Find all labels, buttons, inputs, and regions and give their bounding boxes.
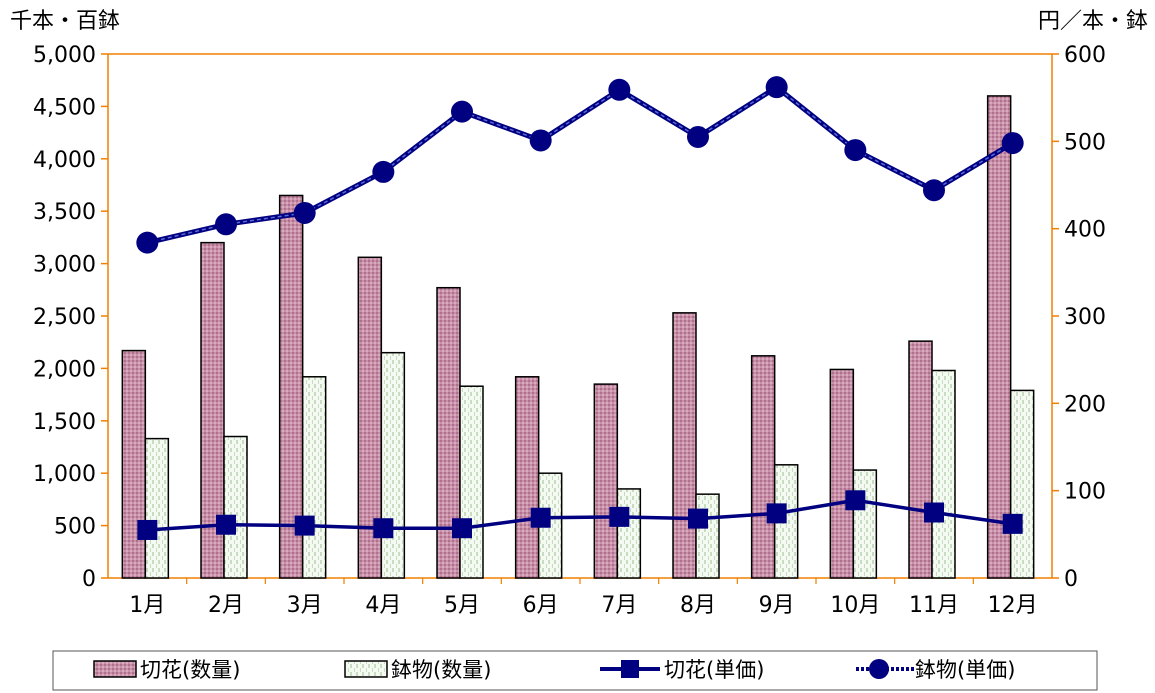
left-tick-label: 1,000 bbox=[33, 462, 96, 487]
legend: 切花(数量) 鉢物(数量) 切花(単価) 鉢物(単価) bbox=[52, 650, 1098, 691]
line-kiri-price-point bbox=[609, 506, 630, 527]
line-kiri-price-point bbox=[216, 514, 236, 535]
legend-swatch-kiri-qty bbox=[93, 660, 137, 678]
bar-hachi-qty bbox=[616, 488, 642, 579]
category-label: 1月 bbox=[129, 593, 165, 618]
line-hachi-price-point bbox=[136, 231, 159, 254]
bar-hachi-qty bbox=[852, 469, 878, 579]
line-kiri-price-point bbox=[530, 507, 551, 528]
line-hachi-price-point bbox=[215, 213, 237, 236]
bar-kiri-qty bbox=[593, 383, 619, 579]
line-kiri-price-line bbox=[147, 498, 1013, 532]
bar-kiri-qty bbox=[750, 355, 776, 579]
legend-marker-hachi-price bbox=[869, 659, 889, 679]
bar-kiri-qty bbox=[908, 340, 933, 579]
bar-kiri-qty bbox=[829, 368, 855, 579]
legend-label-kiri-price: 切花(単価) bbox=[664, 658, 764, 682]
category-axis: 1月 2月 3月 4月 5月 6月 7月 8月 9月 10月 11月 12月 bbox=[129, 578, 1038, 618]
line-kiri-price-point bbox=[766, 503, 787, 524]
line-hachi-price-point bbox=[608, 78, 631, 101]
line-hachi-price-point bbox=[687, 125, 709, 148]
bar-hachi-qty bbox=[301, 376, 327, 579]
left-tick-label: 1,500 bbox=[33, 410, 96, 435]
bar-hachi-qty bbox=[459, 385, 484, 579]
left-tick-label: 3,000 bbox=[33, 253, 96, 278]
line-kiri-price-point bbox=[1002, 513, 1023, 534]
line-hachi-price-point bbox=[451, 100, 473, 123]
plot-area bbox=[107, 53, 1053, 579]
line-hachi-price-line-dash bbox=[147, 86, 1014, 244]
line-hachi-price-point bbox=[1001, 132, 1024, 155]
left-tick-label: 3,500 bbox=[33, 200, 96, 225]
bar-hachi-qty bbox=[1009, 389, 1035, 579]
line-series bbox=[136, 76, 1024, 540]
category-label: 2月 bbox=[208, 593, 244, 618]
right-tick-label: 0 bbox=[1064, 567, 1078, 592]
left-tick-label: 4,000 bbox=[33, 148, 96, 173]
left-tick-label: 2,500 bbox=[33, 305, 96, 330]
line-hachi-price-point bbox=[372, 160, 395, 183]
line-kiri-price-point bbox=[294, 515, 315, 536]
bar-kiri-qty bbox=[514, 376, 540, 579]
left-tick-label: 4,500 bbox=[33, 95, 96, 120]
category-label: 12月 bbox=[988, 593, 1038, 618]
left-tick-label: 500 bbox=[54, 515, 96, 540]
legend-label-hachi-price: 鉢物(単価) bbox=[915, 658, 1015, 682]
line-kiri-price-point bbox=[373, 518, 394, 539]
left-axis: 0 500 1,000 1,500 2,000 2,500 3,000 3,500 4,000 4… bbox=[33, 43, 108, 592]
category-label: 7月 bbox=[601, 593, 637, 618]
bar-kiri-qty bbox=[672, 312, 697, 579]
category-label: 6月 bbox=[523, 593, 559, 618]
category-label: 5月 bbox=[444, 593, 480, 618]
line-hachi-price-point bbox=[529, 129, 552, 152]
category-label: 4月 bbox=[365, 593, 401, 618]
left-tick-label: 5,000 bbox=[33, 43, 96, 68]
bar-hachi-qty bbox=[695, 493, 720, 579]
bar-kiri-qty bbox=[986, 95, 1012, 579]
bar-hachi-qty bbox=[931, 369, 956, 579]
legend-box bbox=[52, 650, 1098, 691]
left-tick-label: 0 bbox=[82, 567, 96, 592]
line-hachi-price-point bbox=[293, 201, 316, 224]
category-label: 9月 bbox=[759, 593, 795, 618]
right-axis: 0 100 200 300 400 500 600 bbox=[1052, 43, 1106, 592]
legend-label-kiri-qty: 切花(数量) bbox=[140, 658, 240, 682]
right-tick-label: 400 bbox=[1064, 218, 1106, 243]
right-tick-label: 300 bbox=[1064, 305, 1106, 330]
bar-kiri-qty bbox=[200, 241, 225, 579]
category-label: 11月 bbox=[909, 593, 959, 618]
right-tick-label: 600 bbox=[1064, 43, 1106, 68]
legend-swatch-hachi-qty bbox=[344, 660, 388, 678]
legend-marker-kiri-price bbox=[621, 660, 639, 678]
line-kiri-price-point bbox=[845, 490, 866, 511]
bar-hachi-qty bbox=[144, 437, 170, 579]
line-kiri-price-point bbox=[688, 508, 708, 529]
line-hachi-price-point bbox=[765, 76, 788, 99]
line-hachi-price-point bbox=[923, 179, 945, 202]
bar-hachi-qty bbox=[380, 351, 406, 579]
line-kiri-price-point bbox=[924, 502, 944, 523]
left-axis-unit: 千本・百鉢 bbox=[10, 9, 120, 34]
right-tick-label: 500 bbox=[1064, 130, 1106, 155]
category-label: 10月 bbox=[830, 593, 880, 618]
right-axis-unit: 円／本・鉢 bbox=[1038, 9, 1148, 34]
line-hachi-price-point bbox=[844, 139, 867, 162]
legend-label-hachi-qty: 鉢物(数量) bbox=[391, 658, 491, 682]
right-tick-label: 200 bbox=[1064, 392, 1106, 417]
left-tick-label: 2,000 bbox=[33, 357, 96, 382]
right-tick-label: 100 bbox=[1064, 480, 1106, 505]
bar-hachi-qty bbox=[223, 435, 248, 579]
category-label: 8月 bbox=[680, 593, 716, 618]
bar-kiri-qty bbox=[121, 349, 147, 579]
category-label: 3月 bbox=[287, 593, 323, 618]
line-kiri-price-point bbox=[452, 518, 472, 539]
line-kiri-price-point bbox=[137, 519, 158, 540]
